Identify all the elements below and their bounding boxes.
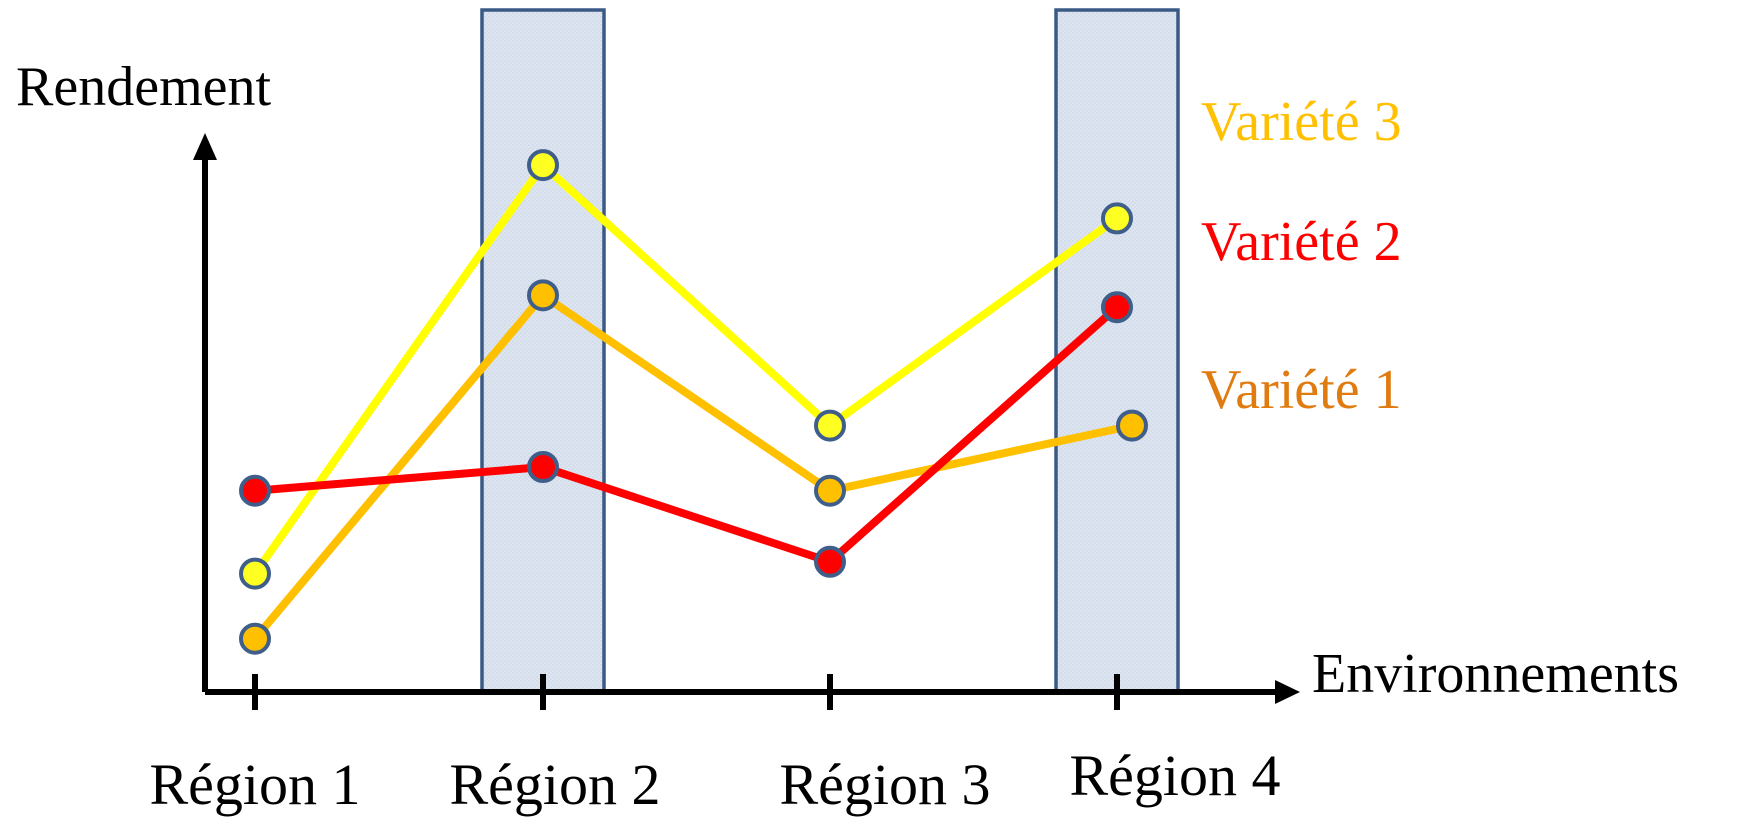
legend-label-3: Variété 1 [1201, 359, 1402, 421]
y-axis-title: Rendement [16, 56, 271, 118]
data-point-s1-3 [814, 409, 846, 442]
series-line-3 [251, 291, 1133, 642]
legend-label-2: Variété 2 [1201, 211, 1402, 273]
y-axis-arrow [193, 133, 217, 160]
data-point-s3-2 [527, 279, 559, 312]
x-axis-title: Environnements [1312, 643, 1679, 705]
x-tick-label-4: Région 4 [1069, 743, 1280, 808]
data-point-s1-2 [527, 149, 559, 182]
x-axis-arrow [1275, 680, 1300, 704]
series-points [239, 149, 1148, 655]
series-line-1 [251, 161, 1120, 576]
data-point-s3-4 [1116, 409, 1148, 442]
data-point-s2-2 [527, 451, 559, 484]
data-point-s1-1 [239, 557, 271, 590]
series-line-2 [254, 304, 1120, 566]
series-lines [251, 161, 1133, 642]
legend: Variété 3 Variété 2 Variété 1 [1201, 91, 1402, 421]
x-tick-label-1: Région 1 [149, 752, 360, 817]
x-tick-label-2: Région 2 [449, 752, 660, 817]
data-point-s2-1 [239, 474, 271, 507]
data-point-s1-4 [1101, 202, 1133, 235]
data-point-s3-3 [814, 474, 846, 507]
highlight-band-4 [1054, 8, 1180, 694]
highlight-bands [480, 8, 1180, 694]
x-ticks: Région 1 Région 2 Région 3 Région 4 [149, 674, 1281, 817]
data-point-s2-3 [814, 545, 846, 578]
highlight-band-2 [480, 8, 606, 694]
data-point-s2-4 [1101, 291, 1133, 324]
x-tick-label-3: Région 3 [779, 752, 990, 817]
data-point-s3-1 [239, 622, 271, 655]
legend-label-1: Variété 3 [1201, 91, 1402, 153]
axes: Rendement Environnements [16, 56, 1679, 705]
